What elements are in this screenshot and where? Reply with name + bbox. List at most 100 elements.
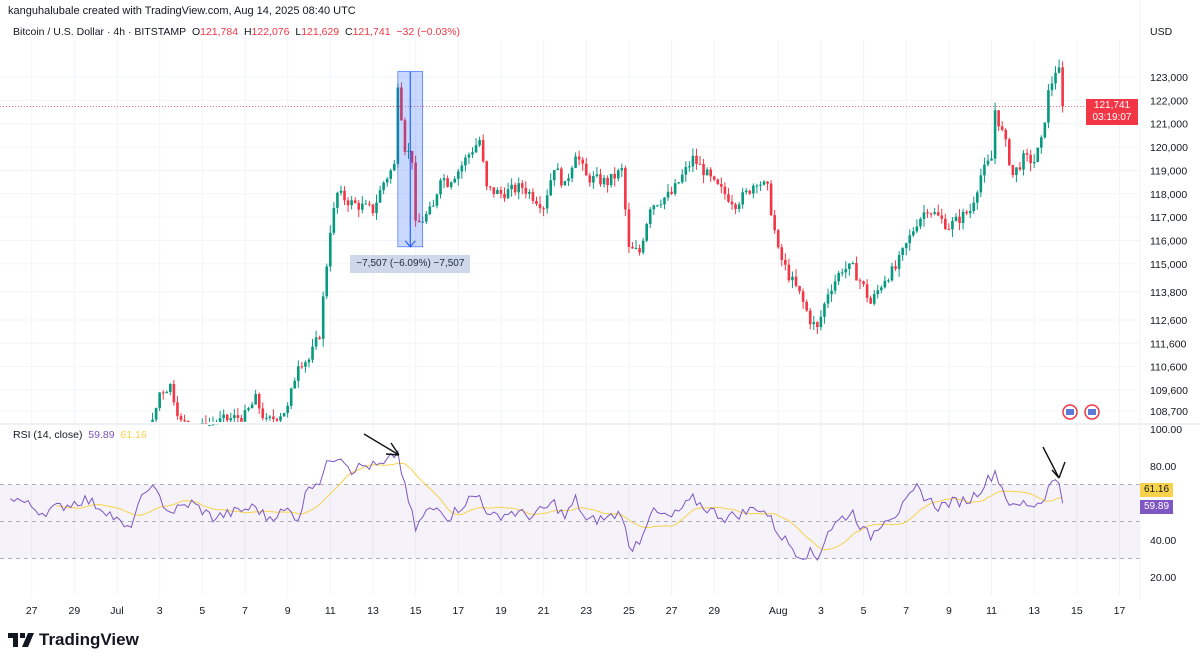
candle-body — [439, 180, 442, 195]
candle-body — [478, 140, 481, 146]
time-tick-label: 29 — [68, 605, 80, 617]
time-axis[interactable]: 27 29 Jul 3 5 7 9 11 13 15 17 19 21 23 25 27 29 Aug 3 5 7 9 11… — [26, 605, 1126, 617]
candle-body — [282, 413, 286, 417]
candle-body — [240, 417, 243, 422]
candle-body — [670, 191, 673, 194]
candle-body — [492, 187, 496, 194]
candle-body — [517, 183, 521, 193]
candle-body — [698, 163, 702, 165]
candle-body — [329, 232, 332, 267]
rsi-plot — [10, 449, 1064, 561]
candles — [0, 59, 1140, 427]
candle-body — [1054, 72, 1057, 84]
candle-body — [908, 235, 912, 244]
time-tick-label: 11 — [325, 605, 336, 617]
event-icons[interactable] — [1062, 404, 1100, 420]
candle-body — [897, 255, 901, 269]
candle-body — [1022, 153, 1025, 170]
candle-body — [645, 224, 648, 241]
symbol-title: Bitcoin / U.S. Dollar · 4h · BITSTAMP — [13, 26, 187, 38]
candle-body — [552, 170, 556, 181]
time-tick-label: 23 — [580, 605, 592, 617]
candle-body — [400, 87, 403, 121]
candle-body — [1000, 126, 1004, 130]
last-price-value: 121,741 — [1093, 100, 1131, 111]
candle-body — [624, 168, 627, 210]
candle-body — [1032, 161, 1036, 164]
price-tick-label: 116,000 — [1150, 236, 1187, 248]
candle-body — [1050, 83, 1054, 91]
symbol-legend[interactable]: Bitcoin / U.S. Dollar · 4h · BITSTAMP O1… — [13, 26, 460, 38]
candle-body — [787, 264, 791, 281]
candle-body — [531, 191, 535, 201]
time-tick-label: 19 — [495, 605, 507, 617]
candle-body — [392, 163, 396, 171]
candle-body — [688, 166, 691, 168]
price-tick-label: 111,600 — [1150, 338, 1187, 350]
time-tick-label: 7 — [903, 605, 909, 617]
candle-body — [481, 140, 485, 162]
chart-credit: kanguhalubale created with TradingView.c… — [8, 5, 356, 17]
candle-body — [869, 297, 872, 304]
candle-body — [727, 194, 730, 202]
ohlc-open-label: O — [191, 26, 201, 38]
candle-body — [1036, 147, 1040, 162]
measure-tool[interactable] — [397, 71, 424, 248]
candle-body — [1008, 139, 1011, 165]
candle-body — [570, 167, 574, 179]
candle-body — [243, 409, 247, 422]
candle-body — [446, 178, 449, 187]
candle-body — [407, 150, 410, 152]
candle-body — [592, 175, 595, 183]
candle-body — [595, 174, 599, 176]
candle-body — [510, 184, 513, 190]
candle-body — [581, 159, 585, 164]
candle-body — [766, 181, 769, 184]
rsi-title: RSI (14, close) — [13, 429, 83, 441]
price-tick-label: 120,000 — [1150, 142, 1188, 154]
candle-body — [659, 204, 663, 206]
candle-body — [528, 191, 531, 194]
candle-body — [442, 178, 446, 181]
candle-body — [424, 214, 428, 222]
candle-body — [858, 280, 862, 282]
time-tick-label: 21 — [538, 605, 550, 617]
rsi-legend[interactable]: RSI (14, close) 59.89 61.16 — [13, 429, 147, 441]
candle-body — [677, 182, 680, 184]
time-tick-label: 3 — [157, 605, 163, 617]
time-tick-label: 11 — [986, 605, 997, 617]
candle-body — [1040, 137, 1043, 148]
candle-body — [958, 216, 961, 223]
candle-body — [961, 211, 965, 223]
candle-body — [666, 191, 670, 198]
candle-body — [343, 190, 346, 201]
candle-body — [332, 207, 336, 233]
candle-body — [862, 281, 865, 285]
candle-body — [471, 152, 474, 155]
candle-body — [1061, 67, 1064, 107]
candle-body — [663, 197, 666, 205]
candle-body — [780, 247, 784, 260]
price-tick-label: 119,000 — [1150, 165, 1187, 177]
candle-body — [922, 212, 926, 219]
candle-body — [865, 284, 869, 298]
time-tick-label: 29 — [708, 605, 720, 617]
tradingview-logo[interactable]: TradingView — [8, 630, 139, 650]
candle-body — [1043, 122, 1047, 138]
candle-body — [538, 204, 542, 209]
candle-body — [990, 158, 993, 161]
ohlc-low-label: L — [295, 26, 302, 38]
candle-body — [233, 415, 236, 419]
candle-body — [613, 173, 616, 179]
candle-body — [403, 120, 407, 152]
candle-body — [165, 391, 169, 394]
currency-label[interactable]: USD — [1150, 26, 1173, 38]
price-tick-label: 108,700 — [1150, 406, 1188, 418]
candle-body — [851, 263, 855, 265]
ohlc-change: −32 (−0.03%) — [396, 26, 461, 38]
candle-body — [261, 408, 265, 419]
candle-body — [901, 248, 904, 256]
price-axis[interactable]: 123,000 122,000 121,000 120,000 119,000 118,0… — [1150, 72, 1188, 584]
candle-body — [268, 416, 272, 418]
